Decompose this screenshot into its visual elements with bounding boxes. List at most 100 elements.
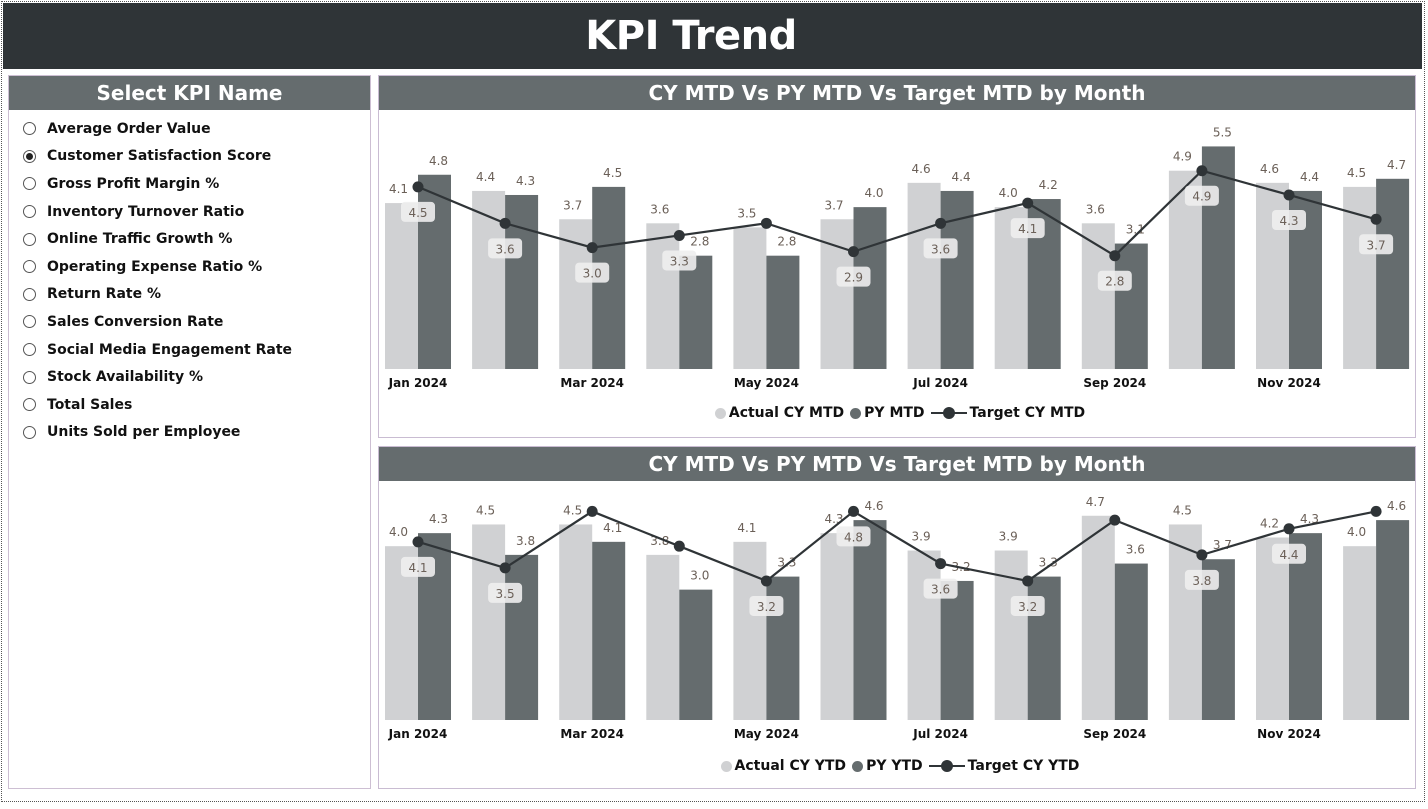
target-label-box	[488, 238, 523, 259]
legend-marker-actual	[720, 760, 732, 772]
kpi-option-label: Stock Availability %	[47, 369, 203, 386]
data-label-py: 5.5	[1213, 125, 1232, 139]
data-label-py: 4.8	[429, 154, 448, 168]
data-label-target: 3.5	[496, 587, 515, 601]
bar-actual	[646, 223, 680, 369]
kpi-option[interactable]: Average Order Value	[9, 115, 370, 143]
kpi-option[interactable]: Sales Conversion Rate	[9, 308, 370, 336]
kpi-option[interactable]: Inventory Turnover Ratio	[9, 198, 370, 226]
kpi-option-label: Online Traffic Growth %	[47, 231, 233, 248]
kpi-option-label: Units Sold per Employee	[47, 424, 241, 441]
bar-py	[1289, 533, 1322, 720]
x-tick-label: Nov 2024	[1257, 727, 1321, 741]
kpi-option[interactable]: Operating Expense Ratio %	[9, 253, 370, 281]
data-label-actual: 3.9	[999, 530, 1018, 544]
legend-label-target[interactable]: Target CY YTD	[967, 758, 1080, 774]
bar-actual	[1081, 223, 1115, 369]
data-label-py: 4.0	[864, 186, 883, 200]
data-label-py: 4.6	[1387, 499, 1406, 513]
data-label-py: 3.0	[690, 569, 709, 583]
data-label-target: 2.9	[844, 271, 863, 285]
target-point	[848, 505, 859, 517]
target-label-box	[923, 578, 958, 599]
data-label-py: 3.6	[1126, 543, 1145, 557]
kpi-option[interactable]: Gross Profit Margin %	[9, 170, 370, 198]
kpi-option-label: Inventory Turnover Ratio	[47, 203, 245, 220]
data-label-target: 3.2	[757, 600, 776, 614]
target-label-box	[488, 582, 523, 603]
target-point	[1370, 213, 1382, 225]
radio-button[interactable]	[23, 260, 36, 274]
bar-py	[940, 190, 974, 369]
radio-button[interactable]	[23, 177, 36, 191]
data-label-actual: 4.6	[912, 162, 931, 176]
radio-button[interactable]	[23, 315, 36, 329]
data-label-target: 4.9	[1192, 190, 1211, 204]
data-label-actual: 4.6	[1260, 162, 1279, 176]
data-label-py: 4.5	[603, 166, 622, 180]
kpi-option[interactable]: Total Sales	[9, 391, 370, 419]
data-label-actual: 4.1	[737, 521, 756, 535]
data-label-py: 2.8	[690, 235, 709, 249]
target-point	[760, 217, 772, 229]
kpi-option[interactable]: Stock Availability %	[9, 363, 370, 391]
x-tick-label: Mar 2024	[560, 376, 624, 390]
legend-label-py[interactable]: PY YTD	[866, 758, 923, 774]
kpi-option[interactable]: Online Traffic Growth %	[9, 225, 370, 253]
kpi-option[interactable]: Units Sold per Employee	[9, 419, 370, 447]
radio-button[interactable]	[23, 287, 36, 301]
radio-button[interactable]	[23, 398, 36, 412]
kpi-option-label: Sales Conversion Rate	[47, 313, 224, 330]
target-point	[499, 562, 511, 574]
bar-actual	[646, 554, 680, 720]
bar-py	[1114, 563, 1148, 720]
kpi-option[interactable]: Return Rate %	[9, 281, 370, 309]
data-label-actual: 4.2	[1260, 516, 1279, 530]
radio-button[interactable]	[23, 205, 36, 219]
data-label-actual: 4.1	[389, 182, 408, 196]
data-label-target: 2.8	[1105, 275, 1124, 289]
kpi-option-label: Average Order Value	[47, 120, 211, 137]
data-label-py: 3.7	[1213, 538, 1232, 552]
radio-button[interactable]	[23, 122, 36, 136]
radio-button[interactable]	[23, 343, 36, 357]
target-point	[1283, 523, 1295, 535]
target-point	[1109, 250, 1121, 262]
ytd-chart-title: CY MTD Vs PY MTD Vs Target MTD by Month	[379, 447, 1415, 481]
kpi-option[interactable]: Customer Satisfaction Score	[9, 143, 370, 171]
bar-actual	[907, 550, 941, 720]
data-label-actual: 4.0	[389, 525, 408, 539]
legend-label-actual[interactable]: Actual CY MTD	[728, 405, 845, 421]
bar-actual	[733, 227, 767, 369]
data-label-actual: 3.9	[912, 530, 931, 544]
data-label-actual: 4.0	[999, 186, 1018, 200]
target-label-box	[1184, 185, 1219, 206]
legend-label-actual[interactable]: Actual CY YTD	[734, 758, 847, 774]
kpi-option-label: Gross Profit Margin %	[47, 175, 220, 192]
bar-actual	[559, 524, 593, 720]
bar-py	[1201, 146, 1235, 369]
target-line	[417, 169, 1377, 258]
target-point	[499, 217, 511, 229]
kpi-option[interactable]: Social Media Engagement Rate	[9, 336, 370, 364]
target-label-box	[1010, 218, 1045, 239]
target-label-box	[923, 238, 958, 259]
data-label-py: 4.2	[1039, 178, 1058, 192]
radio-button[interactable]	[23, 425, 36, 439]
target-label-box	[1359, 234, 1394, 255]
bar-actual	[1081, 515, 1115, 720]
radio-button[interactable]	[23, 149, 36, 163]
page-header: KPI Trend	[3, 3, 1422, 69]
legend-label-target[interactable]: Target CY MTD	[969, 405, 1086, 421]
x-tick-label: Sep 2024	[1083, 727, 1146, 741]
x-tick-label: Sep 2024	[1083, 376, 1146, 390]
data-label-target: 4.1	[408, 561, 427, 575]
target-label-box	[836, 266, 871, 287]
radio-button[interactable]	[23, 370, 36, 384]
kpi-option-label: Social Media Engagement Rate	[47, 341, 293, 358]
legend-label-py[interactable]: PY MTD	[864, 405, 925, 421]
bar-actual	[907, 182, 941, 369]
radio-button[interactable]	[23, 232, 36, 246]
data-label-actual: 3.6	[1086, 202, 1105, 216]
kpi-option-label: Total Sales	[47, 396, 133, 413]
